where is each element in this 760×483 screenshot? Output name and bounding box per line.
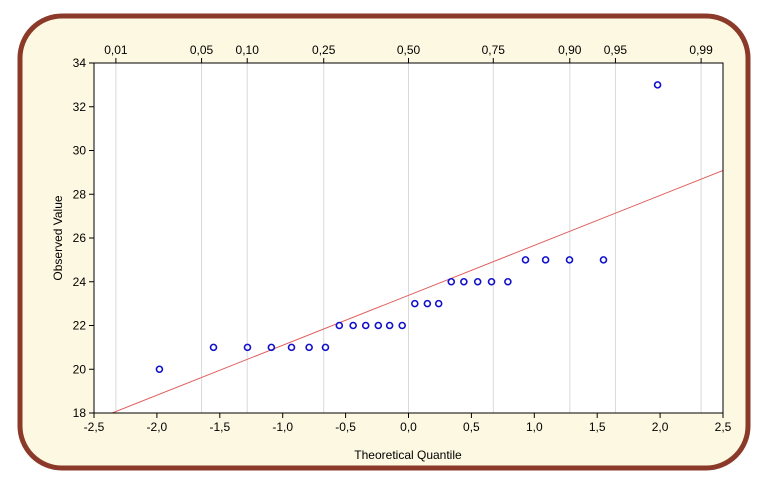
top-tick-label: 0,75	[482, 43, 506, 57]
x-tick-label: -0,5	[335, 420, 356, 434]
x-tick-label: 1,0	[526, 420, 543, 434]
x-tick-label: 0,5	[463, 420, 480, 434]
data-point	[410, 299, 419, 308]
x-tick-label: -2,0	[147, 420, 168, 434]
x-tick-label: -1,5	[209, 420, 230, 434]
data-point	[565, 256, 574, 264]
y-tick-label: 30	[73, 144, 87, 158]
fit-line-layer	[110, 169, 723, 413]
data-point	[349, 321, 357, 330]
gridlines	[115, 63, 702, 413]
y-tick-label: 18	[73, 406, 87, 420]
y-tick-label: 34	[73, 56, 87, 70]
x-axis-label: Theoretical Quantile	[354, 448, 462, 462]
y-tick-label: 20	[73, 362, 87, 376]
data-point	[305, 343, 313, 352]
y-tick-label: 22	[73, 319, 87, 333]
data-point	[599, 256, 608, 264]
x-tick-label: 1,5	[589, 420, 606, 434]
x-tick-label: 2,5	[715, 420, 732, 434]
data-point	[374, 321, 383, 330]
data-point	[209, 343, 218, 352]
rounded-frame-border	[17, 13, 751, 471]
top-tick-label: 0,10	[236, 43, 260, 57]
x-tick-label: -1,0	[272, 420, 293, 434]
data-point	[155, 365, 164, 374]
y-axis-label: Observed Value	[51, 195, 65, 280]
top-tick-label: 0,05	[190, 43, 214, 57]
data-point	[287, 343, 296, 352]
top-tick-label: 0,99	[689, 43, 713, 57]
data-point	[335, 321, 344, 330]
y-tick-label: 28	[73, 187, 87, 201]
data-point	[487, 277, 496, 286]
data-point	[504, 277, 512, 286]
y-tick-label: 24	[73, 275, 87, 289]
y-tick-label: 26	[73, 231, 87, 245]
top-tick-label: 0,50	[397, 43, 421, 57]
top-tick-label: 0,25	[312, 43, 336, 57]
data-point	[521, 256, 530, 264]
data-point	[541, 256, 550, 264]
data-point	[434, 299, 443, 308]
axes: -2,5 -2,0 -1,5 -1,0 -0,5 0,0 0,5 1,0 1,5 2,0 2,5 18…	[73, 43, 732, 434]
data-points	[155, 81, 662, 374]
x-tick-label: 2,0	[652, 420, 669, 434]
data-point	[361, 321, 370, 330]
data-point	[398, 321, 407, 330]
data-point	[653, 81, 662, 89]
top-tick-label: 0,90	[558, 43, 582, 57]
data-point	[460, 277, 468, 286]
fit-line	[110, 169, 723, 413]
data-point	[321, 343, 330, 352]
y-tick-label: 32	[73, 100, 87, 114]
data-point	[473, 277, 482, 286]
x-tick-label: -2,5	[84, 420, 105, 434]
x-tick-label: 0,0	[400, 420, 417, 434]
data-point	[385, 321, 394, 330]
data-point	[447, 277, 456, 286]
data-point	[243, 343, 252, 352]
data-point	[423, 299, 432, 308]
top-tick-label: 0,95	[604, 43, 628, 57]
top-tick-label: 0,01	[104, 43, 128, 57]
data-point	[267, 343, 276, 352]
